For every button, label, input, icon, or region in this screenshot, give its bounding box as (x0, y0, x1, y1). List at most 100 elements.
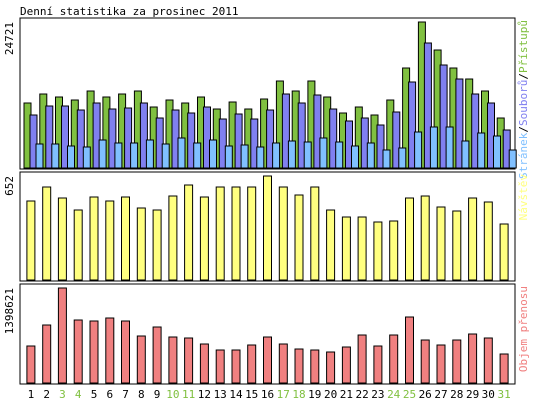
bar-volume (215, 349, 225, 384)
x-tick-label: 28 (450, 388, 463, 401)
x-tick-label: 31 (497, 388, 510, 401)
bar-files (471, 93, 480, 169)
bar-pages (224, 145, 233, 169)
bar-files (392, 111, 401, 169)
bar-pages (398, 147, 407, 169)
bar-visits (57, 197, 67, 281)
legend-entry: / (517, 73, 530, 80)
bar-visits (436, 206, 446, 281)
x-tick-label: 6 (106, 388, 113, 401)
x-tick-label: 27 (434, 388, 447, 401)
bar-visits (294, 194, 304, 281)
bar-volume (89, 320, 99, 384)
bar-volume (121, 320, 130, 384)
bar-visits (89, 196, 99, 281)
bar-volume (468, 333, 478, 384)
x-tick-label: 7 (122, 388, 129, 401)
x-tick-label: 16 (261, 388, 274, 401)
x-tick-label: 12 (198, 388, 211, 401)
bar-files (108, 108, 117, 169)
panel-volume: 1398621 Objem přenosu (3, 283, 530, 385)
bar-visits (199, 196, 209, 281)
bar-files (455, 78, 464, 169)
bar-visits (483, 201, 493, 281)
legend-entry: Návštěv (517, 174, 530, 221)
bar-volume (357, 334, 367, 384)
bar-files (234, 113, 243, 169)
bar-pages (98, 139, 107, 169)
bar-files (297, 102, 306, 169)
bar-visits (42, 186, 52, 281)
x-tick-label: 2 (43, 388, 50, 401)
bar-visits (420, 195, 430, 281)
bar-files (61, 105, 69, 169)
bar-volume (389, 334, 399, 384)
bar-pages (366, 142, 375, 169)
bar-visits (263, 175, 272, 281)
bar-pages (493, 135, 501, 169)
bar-files (29, 114, 38, 169)
bar-volume (42, 324, 52, 384)
bar-files (423, 42, 432, 169)
bar-volume (73, 319, 83, 384)
x-tick-label: 22 (355, 388, 368, 401)
legend: Návštěv (517, 174, 530, 221)
bar-pages (145, 139, 154, 169)
series-visits (26, 175, 509, 281)
x-tick-label: 4 (75, 388, 82, 401)
bar-files (250, 118, 259, 169)
bar-visits (184, 184, 194, 281)
bar-pages (177, 137, 186, 169)
bar-volume (247, 344, 257, 384)
bar-volume (26, 345, 36, 384)
series-files (29, 42, 511, 169)
bar-visits (168, 195, 178, 281)
bar-pages (429, 126, 438, 169)
legend-entry: Souborů (517, 80, 530, 126)
bar-volume (405, 316, 414, 384)
bar-visits (105, 200, 115, 281)
x-tick-label: 24 (387, 388, 401, 401)
bar-files (345, 120, 353, 169)
bar-files (408, 81, 417, 169)
x-tick-label: 15 (245, 388, 258, 401)
bar-visits (310, 186, 320, 281)
bar-volume (57, 287, 67, 384)
bar-volume (436, 344, 446, 384)
panel-visits: 652 Návštěv (3, 171, 530, 282)
bar-volume (231, 349, 241, 384)
y-max-label: 24721 (3, 22, 16, 55)
bar-volume (136, 335, 146, 384)
bar-visits (452, 210, 462, 281)
bar-pages (256, 146, 265, 169)
bar-files (155, 117, 164, 169)
bar-pages (67, 145, 75, 169)
bar-pages (272, 142, 281, 169)
bar-pages (319, 137, 328, 169)
bar-pages (209, 139, 217, 169)
bar-files (124, 107, 133, 169)
bar-volume (483, 337, 493, 384)
x-tick-label: 18 (292, 388, 305, 401)
bar-files (502, 129, 511, 169)
x-tick-label: 1 (28, 388, 35, 401)
legend: Stránek/Souborů/Přístupů (517, 20, 530, 179)
bar-files (76, 109, 85, 169)
x-tick-label: 20 (324, 388, 337, 401)
bar-volume (184, 337, 194, 384)
bar-visits (231, 186, 241, 281)
x-tick-label: 10 (166, 388, 179, 401)
series-volume (26, 287, 509, 384)
bar-files (313, 94, 322, 169)
bar-pages (287, 140, 296, 169)
bar-visits (121, 196, 130, 281)
x-tick-label: 19 (308, 388, 321, 401)
bar-pages (193, 142, 202, 169)
bar-volume (420, 339, 430, 384)
bar-visits (341, 216, 351, 281)
bar-files (329, 108, 338, 169)
bar-visits (326, 209, 336, 281)
bar-volume (152, 326, 162, 384)
y-max-label: 652 (3, 176, 16, 196)
